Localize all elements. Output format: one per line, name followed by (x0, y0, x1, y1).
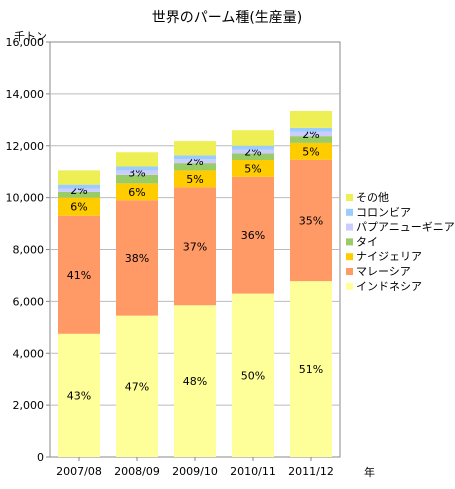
bar-segment (174, 141, 216, 156)
data-label: 48% (183, 375, 207, 388)
x-tick-label: 2010/11 (230, 465, 276, 478)
x-tick-label: 2009/10 (172, 465, 218, 478)
bar-segment (290, 281, 332, 457)
y-tick-label: 16,000 (6, 36, 45, 49)
chart-title: 世界のパーム種(生産量) (152, 10, 303, 26)
data-label: 5% (244, 162, 261, 175)
y-tick-label: 14,000 (6, 88, 45, 101)
bar-segment (116, 183, 158, 201)
legend-label: ナイジェリア (356, 250, 422, 263)
y-tick-label: 8,000 (13, 244, 45, 257)
bar-segment (290, 127, 332, 132)
y-tick-label: 6,000 (13, 295, 45, 308)
legend-swatch (346, 238, 353, 246)
y-tick-label: 2,000 (13, 399, 45, 412)
legend-swatch (346, 253, 353, 261)
bar-segment (232, 153, 274, 161)
bar-segment (174, 170, 216, 188)
y-tick-label: 10,000 (6, 192, 45, 205)
bar-segment (58, 184, 100, 189)
bar-segment (58, 188, 100, 192)
bar-segment (232, 130, 274, 146)
bar-segment (232, 145, 274, 150)
bar-segment (58, 170, 100, 185)
legend-swatch (346, 194, 353, 201)
legend-label: コロンビア (356, 206, 411, 219)
bar-segment (174, 159, 216, 164)
data-label: 38% (125, 252, 149, 265)
legend-label: その他 (356, 191, 389, 204)
data-label: 35% (299, 214, 323, 227)
legend-label: タイ (356, 235, 378, 248)
bar-segment (58, 197, 100, 216)
data-label: 51% (299, 363, 323, 376)
bars: 43%41%6%2%47%38%6%3%48%37%5%2%50%36%5%2%… (58, 110, 332, 457)
data-label: 6% (128, 186, 145, 199)
bar-segment (232, 160, 274, 177)
bar-segment (58, 333, 100, 457)
bar-segment (174, 187, 216, 306)
legend-swatch (346, 282, 353, 290)
bar-segment (116, 200, 158, 316)
x-axis-ticks: 2007/08 2008/09 2009/10 2010/11 2011/12 (56, 457, 334, 478)
x-tick-label: 2007/08 (56, 465, 102, 478)
data-label: 43% (67, 389, 91, 402)
data-label: 5% (302, 145, 319, 158)
bar-segment (116, 166, 158, 171)
bar-segment (290, 142, 332, 160)
data-label: 37% (183, 240, 207, 253)
data-label: 6% (70, 201, 87, 214)
legend-label: マレーシア (356, 265, 411, 278)
data-label: 5% (186, 173, 203, 186)
bar-segment (232, 293, 274, 457)
y-tick-label: 12,000 (6, 140, 45, 153)
bar-segment (232, 149, 274, 154)
bar-segment (290, 131, 332, 137)
bar-segment (116, 315, 158, 457)
x-tick-label: 2008/09 (114, 465, 160, 478)
bar-segment (290, 110, 332, 128)
bar-segment (116, 170, 158, 175)
legend-swatch (346, 223, 353, 231)
legend-label: パプアニューギニア (356, 221, 455, 234)
data-label: 47% (125, 380, 149, 393)
y-tick-label: 0 (37, 451, 44, 464)
bar-segment (290, 159, 332, 282)
bar-segment (58, 215, 100, 334)
bar-segment (174, 305, 216, 457)
bar-segment (174, 155, 216, 160)
data-label: 50% (241, 369, 265, 382)
bar-segment (290, 136, 332, 143)
x-tick-label: 2011/12 (288, 465, 334, 478)
bar-segment (174, 163, 216, 171)
y-tick-label: 4,000 (13, 347, 45, 360)
y-axis-label: 千トン (14, 30, 47, 43)
data-label: 41% (67, 269, 91, 282)
legend-swatch (346, 208, 353, 216)
legend-label: インドネシア (356, 280, 422, 293)
bar-segment (116, 152, 158, 167)
bar-segment (116, 174, 158, 184)
x-axis-label: 年 (364, 465, 375, 479)
legend-swatch (346, 268, 353, 275)
bar-segment (232, 176, 274, 294)
data-label: 36% (241, 229, 265, 242)
bar-segment (58, 191, 100, 198)
y-axis-ticks: 0 2,000 4,000 6,000 8,000 10,000 12,000 14,000 1… (6, 36, 50, 464)
